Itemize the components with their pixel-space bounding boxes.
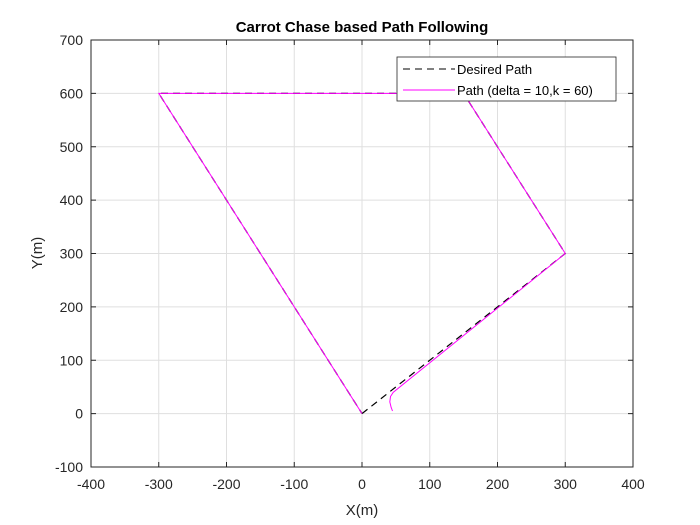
y-tick-label: 100 bbox=[60, 352, 84, 368]
x-tick-label: 100 bbox=[418, 476, 442, 492]
y-axis-label: Y(m) bbox=[29, 237, 46, 270]
y-tick-label: 600 bbox=[60, 85, 84, 101]
x-tick-label: -100 bbox=[280, 476, 308, 492]
x-axis-label: X(m) bbox=[346, 502, 379, 519]
followed-path-line bbox=[157, 92, 566, 414]
y-tick-label: -100 bbox=[55, 459, 83, 475]
x-tick-label: -400 bbox=[77, 476, 105, 492]
legend-label-desired: Desired Path bbox=[457, 62, 532, 77]
chart-title: Carrot Chase based Path Following bbox=[236, 19, 489, 36]
x-tick-label: -300 bbox=[145, 476, 173, 492]
legend: Desired Path Path (delta = 10,k = 60) bbox=[396, 56, 617, 102]
x-tick-label: -200 bbox=[212, 476, 240, 492]
y-tick-label: 0 bbox=[75, 406, 83, 422]
y-tick-label: 500 bbox=[60, 139, 84, 155]
legend-label-path: Path (delta = 10,k = 60) bbox=[457, 83, 593, 98]
x-tick-label: 0 bbox=[358, 476, 366, 492]
x-tick-label: 400 bbox=[621, 476, 645, 492]
y-tick-label: 200 bbox=[60, 299, 84, 315]
x-tick-label: 200 bbox=[486, 476, 510, 492]
legend-box bbox=[396, 56, 617, 102]
y-tick-label: 300 bbox=[60, 246, 84, 262]
x-tick-label: 300 bbox=[554, 476, 578, 492]
y-tick-label: 700 bbox=[60, 32, 84, 48]
y-tick-label: 400 bbox=[60, 192, 84, 208]
axis-ticks: -400 -300 -200 -100 0 100 200 300 400 -100 0 100 200… bbox=[55, 32, 645, 492]
